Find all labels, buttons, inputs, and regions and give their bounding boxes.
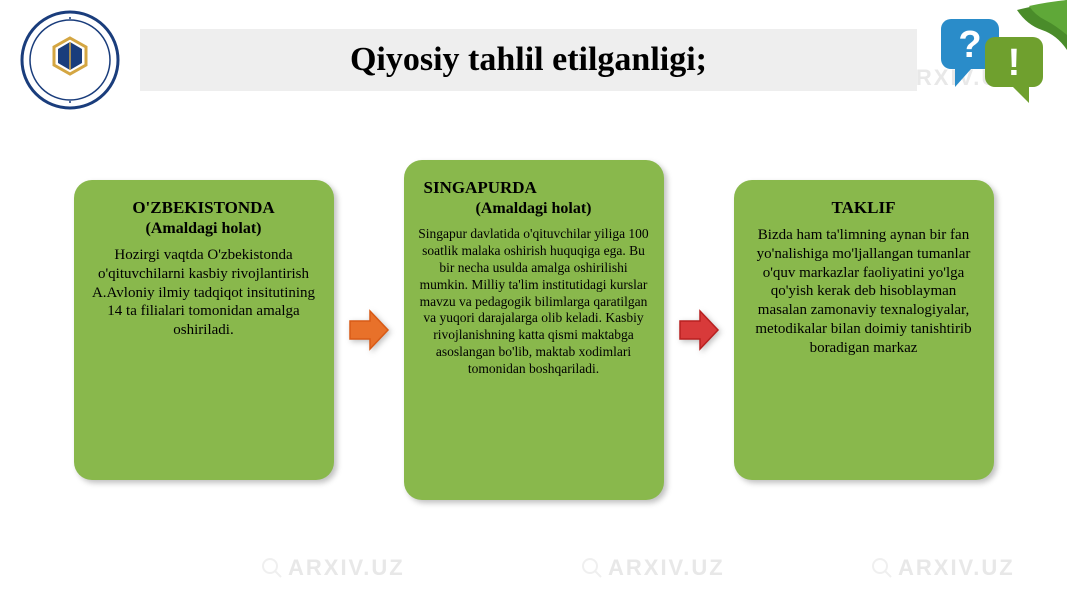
card-subtitle: (Amaldagi holat) <box>418 200 650 218</box>
svg-text:?: ? <box>958 24 981 66</box>
watermark: ARXIV.UZ <box>260 555 405 581</box>
card-taklif: TAKLIF Bizda ham ta'limning aynan bir fa… <box>734 180 994 480</box>
arrow-icon <box>346 307 392 353</box>
card-body: Hozirgi vaqtda O'zbekistonda o'qituvchil… <box>88 246 320 340</box>
card-body: Singapur davlatida o'qituvchilar yiliga … <box>418 226 650 378</box>
card-title: TAKLIF <box>748 198 980 218</box>
card-singapore: SINGAPURDA (Amaldagi holat) Singapur dav… <box>404 160 664 500</box>
watermark: ARXIV.UZ <box>580 555 725 581</box>
corner-leaf-decoration <box>1007 0 1067 60</box>
card-title: SINGAPURDA <box>418 178 650 198</box>
card-title: O'ZBEKISTONDA <box>88 198 320 218</box>
arrow-icon <box>676 307 722 353</box>
card-subtitle: (Amaldagi holat) <box>88 220 320 238</box>
institution-logo <box>20 10 120 110</box>
header: Qiyosiy tahlil etilganligi; ? ! <box>0 0 1067 120</box>
card-uzbekistan: O'ZBEKISTONDA (Amaldagi holat) Hozirgi v… <box>74 180 334 480</box>
content-row: O'ZBEKISTONDA (Amaldagi holat) Hozirgi v… <box>0 160 1067 500</box>
page-title: Qiyosiy tahlil etilganligi; <box>140 29 917 91</box>
watermark: ARXIV.UZ <box>870 555 1015 581</box>
card-body: Bizda ham ta'limning aynan bir fan yo'na… <box>748 226 980 357</box>
